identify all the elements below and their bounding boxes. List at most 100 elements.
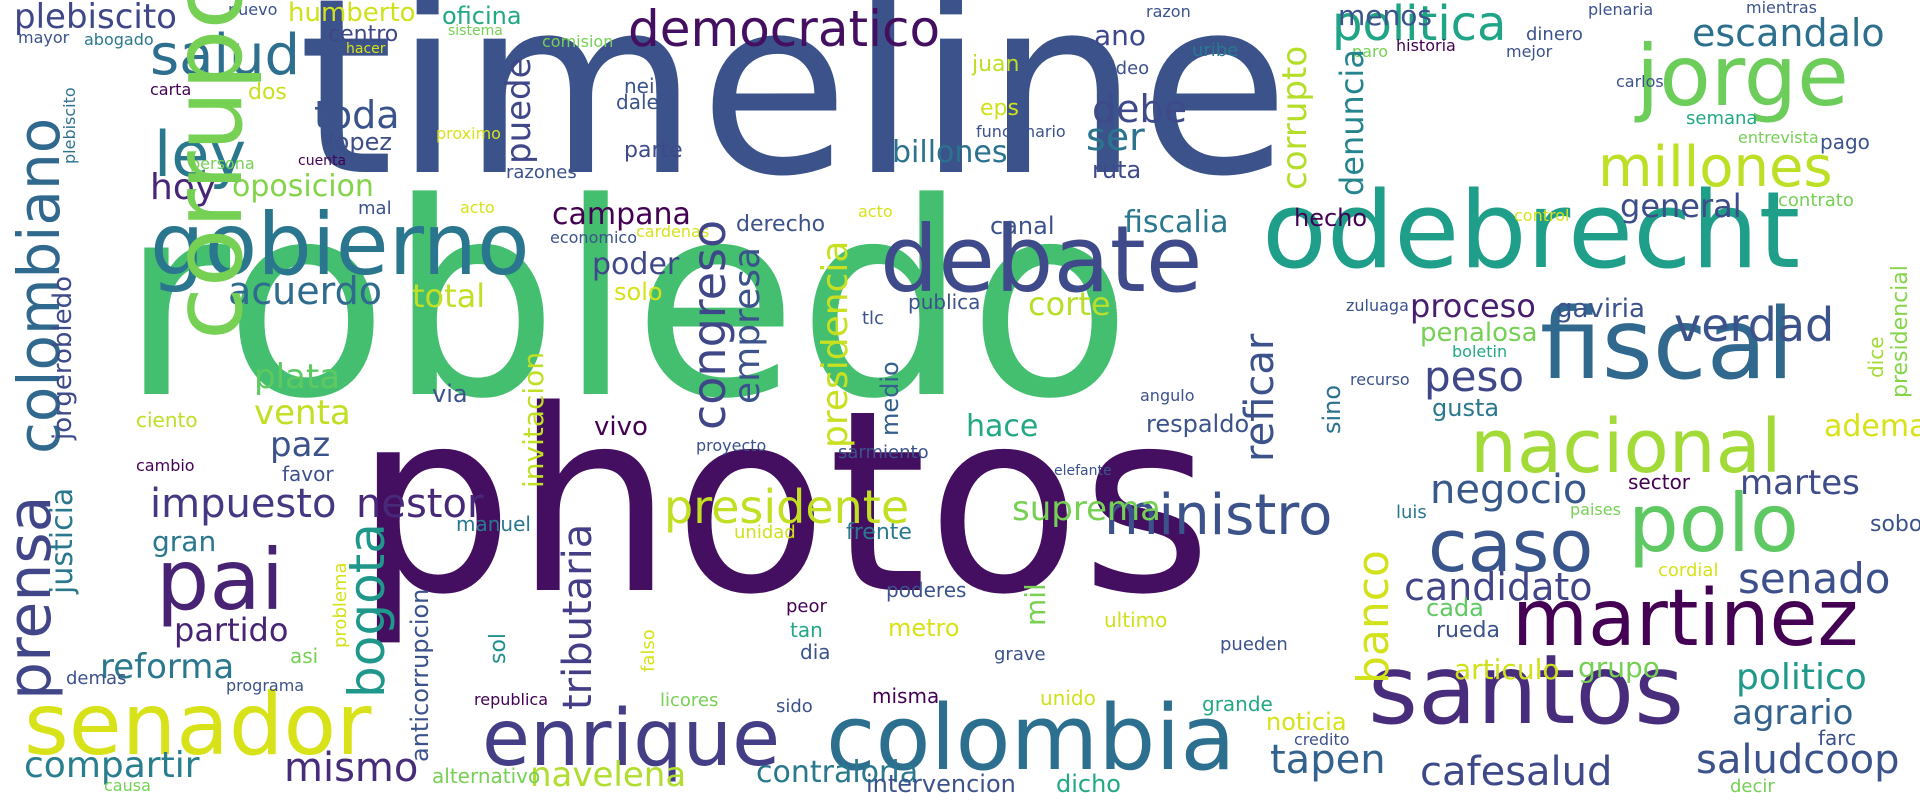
word-robledo: robledo [120,146,1132,458]
word-articulo: grupo [1578,651,1660,684]
word-gaviria: gaviria [1556,294,1645,324]
word-justicia: justicia [45,487,80,594]
word-mayor: sistema [448,23,503,39]
word-control: pago [1820,130,1870,154]
word-suprema: manuel [456,512,531,536]
word-martinez: martinez [1512,574,1859,664]
word-impuesto: impuesto [150,481,337,527]
word-decir: abogado [84,30,154,49]
word-demas: programa [226,676,305,695]
word-licores: sido [776,696,813,717]
word-dos: lopez [328,128,392,156]
word-mal: cardenas [636,222,710,241]
word-presidencial: presidencial [1888,265,1913,398]
word-intervencion: decir [1730,776,1775,797]
word-soborno: cordial [1658,560,1719,581]
word-alternativo: causa [104,776,151,795]
word-plenaria: historia [1396,36,1456,55]
word-verdad: verdad [1674,298,1835,352]
word-escandalo: escandalo [1692,11,1885,55]
word-oficina: humberto [288,0,416,28]
word-tlc: carlos [1616,72,1664,91]
word-ultimo: pueden [1220,634,1288,655]
word-carlos: zuluaga [1346,296,1409,315]
word-mil: mil [1019,583,1052,626]
word-corrupcion: corrupcion [152,0,264,340]
word-salud: salud [150,23,301,88]
word-medio: medio [876,361,904,436]
word-plata: plata [254,357,341,397]
word-puede: puede [499,57,539,164]
word-canal: hecho [1294,204,1368,232]
word-segun: derecho [736,212,826,237]
word-noticia: credito [1294,730,1350,749]
word-democratico: democratico [628,0,941,58]
word-vivo: vivo [594,412,648,442]
word-jorge: jorge [1636,27,1849,125]
word-debe: debe [1092,87,1187,131]
word-martes: martes [1740,463,1860,503]
word-proyecto: sector [1628,470,1691,494]
word-toda: toda [314,93,400,137]
word-uribe: dinero [1526,24,1583,45]
word-anticorrupcion: anticorrupcion [406,588,434,762]
word-asi: demas [66,668,127,689]
word-cardenas: contrato [1778,190,1854,211]
word-corte: corte [1028,285,1111,323]
word-problema: problema [330,562,351,648]
word-empresa: empresa [727,246,768,404]
word-economico: control [1514,206,1570,225]
word-hace: respaldo [1146,410,1250,438]
word-sino: sino [1318,384,1346,434]
word-publica: semana [1686,108,1758,129]
word-general: general [1620,187,1742,225]
word-poder: poder [592,247,680,282]
word-denuncia: denuncia [1333,49,1371,196]
word-reficar: reficar [1237,333,1283,462]
word-cordial: cada [1426,594,1484,622]
word-presidente: presidente [664,480,910,534]
word-luis: soborno [1870,512,1920,537]
word-boletin: sarmiento [838,442,929,463]
word-unido: grande [1202,692,1273,716]
word-solo: solo [614,278,663,306]
word-sido: misma [872,684,940,708]
word-contraloria: dicho [1056,770,1121,798]
word-dicho: nuevo [228,0,278,19]
word-menos: centro [328,22,399,47]
word-juan: dos [248,80,287,105]
word-gobierno: gobierno [150,195,530,295]
word-candidatura: intervencion [866,770,1016,798]
word-nuevo: hacer [346,41,386,57]
word-metro: ultimo [1104,608,1168,632]
word-presidencia: presidencia [815,240,856,448]
word-misma: unido [1040,686,1096,710]
word-manuel: unidad [734,522,796,543]
word-proximo: persona [190,154,255,173]
word-poderes: peor [786,596,827,617]
word-recurso: proyecto [696,436,767,455]
word-compartir: compartir [24,745,200,786]
word-cafesalud: cafesalud [1420,749,1613,795]
word-angulo: elefante [1054,463,1112,479]
word-fiscalia: fiscalia [1124,205,1229,240]
word-santos: santos [1368,634,1685,746]
word-razon: mientras [1746,0,1818,17]
word-ruta: parte [624,138,683,163]
word-grande: noticia [1266,708,1347,736]
word-photos: photos [354,357,1213,650]
word-dale: neira [624,74,676,98]
word-partido: partido [174,611,289,649]
word-caso: caso [1428,504,1594,588]
word-persona: acto [460,198,495,217]
word-parte: dale [616,90,659,114]
word-negocio: negocio [1430,467,1588,513]
word-manana: alternativo [432,764,541,788]
word-semana: tlc [862,308,884,329]
word-video: razones [506,162,577,183]
word-congreso: congreso [682,219,736,430]
word-favor: ciento [136,408,198,432]
word-senador: senador [24,675,372,775]
word-hecho: ruta [1092,156,1142,184]
word-ciento: gran [152,525,217,558]
